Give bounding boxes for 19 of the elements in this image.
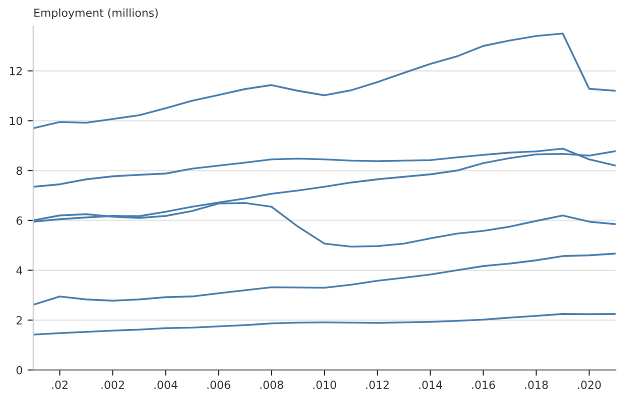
x-tick-label: .014 [419,380,442,390]
x-tick-label: .002 [102,380,124,390]
x-tick-label: .012 [366,380,389,390]
x-tick-label: .020 [578,380,601,390]
x-tick-label: .010 [313,380,336,390]
x-tick-label: .008 [260,380,284,390]
y-tick-label: 6 [16,216,22,225]
y-tick-label: 8 [16,166,22,175]
x-tick-label: .004 [154,380,178,390]
y-axis-title: Employment (millions) [34,8,158,20]
x-tick-label: .02 [52,380,68,390]
y-tick-label: 0 [16,366,22,374]
y-tick-label: 4 [16,266,22,275]
x-tick-label: .006 [207,380,230,390]
x-tick-label: .018 [525,380,548,390]
x-tick-label: .016 [472,380,495,390]
y-tick-label: 2 [16,316,22,324]
y-tick-label: 12 [10,66,22,76]
y-tick-label: 10 [10,116,22,126]
